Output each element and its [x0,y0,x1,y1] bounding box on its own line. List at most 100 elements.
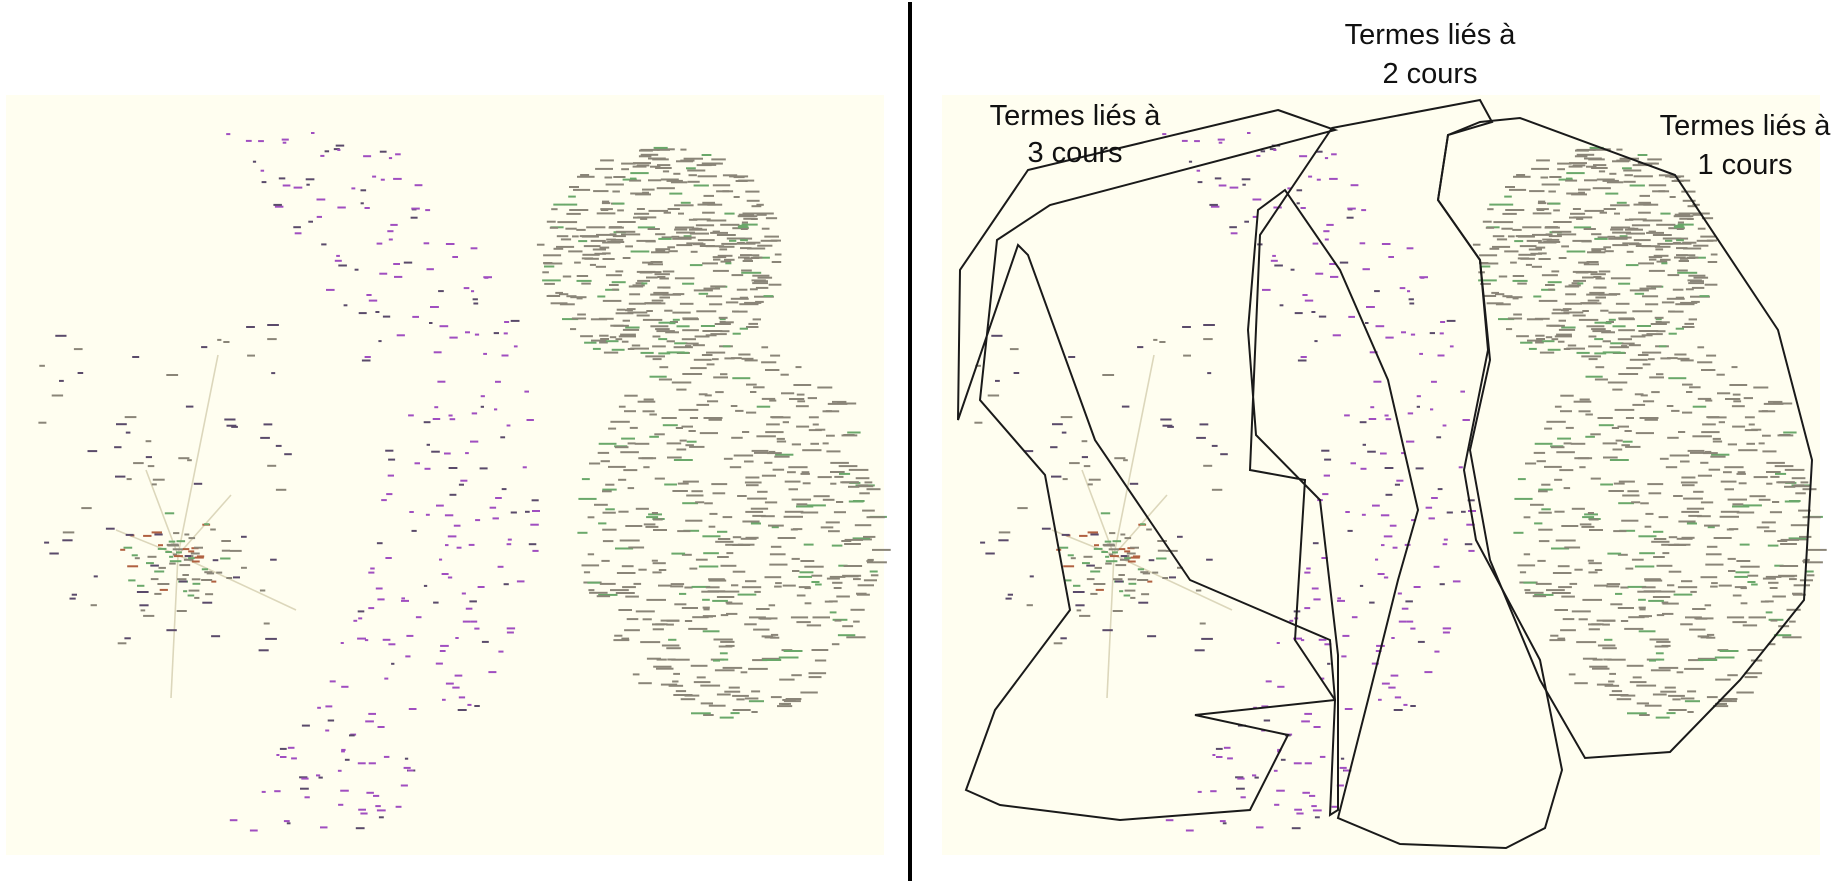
dense-node [618,609,632,611]
dense-node [1577,282,1584,285]
dense-node [707,203,723,206]
dense-node [1678,212,1698,215]
dense-node [1680,301,1698,304]
dense-node [646,598,666,601]
dense-node [642,191,649,194]
hub-node [184,533,190,536]
dense-node [1571,610,1591,613]
dense-node [1655,716,1670,719]
scatter-node [38,421,47,424]
dense-node [1510,261,1517,264]
mid-node [1396,479,1404,482]
mid-node [423,242,430,245]
dense-node [1675,296,1684,299]
mid-node [1452,580,1461,583]
dense-node [602,258,615,260]
dense-node [1548,235,1562,238]
dense-node [1594,338,1604,341]
mid-node [441,573,449,575]
dense-node [730,712,740,715]
mid-node [273,203,282,206]
scatter-node [51,394,64,397]
scatter-node [39,364,45,367]
mid-node [320,154,325,157]
dense-node [688,218,698,221]
dense-node [1658,666,1679,669]
dense-node [1677,357,1690,360]
dense-node [1660,321,1670,324]
dense-node [699,432,718,435]
mid-node [1410,705,1416,707]
dense-node [1629,358,1648,361]
mid-node [1361,513,1366,516]
mid-node [1442,631,1450,634]
mid-node [1375,558,1379,561]
dense-node [678,212,684,215]
mid-node [445,544,449,547]
mid-node [1216,756,1223,758]
dense-node [1642,295,1659,298]
mid-node [301,724,310,727]
mid-node [1300,639,1305,642]
dense-node [550,302,568,305]
mid-node [457,709,467,711]
dense-node [544,282,555,285]
hub-node [1127,578,1137,581]
dense-node [1584,209,1605,212]
dense-node [1569,582,1578,585]
dense-node [1660,690,1677,693]
scatter-node [115,475,126,478]
dense-node [1570,212,1586,215]
mid-node [474,333,480,336]
dense-node [602,490,612,493]
mid-node [1323,230,1330,233]
dense-node [744,623,757,626]
mid-node [1394,696,1402,699]
dense-node [672,680,679,683]
dense-node [1632,164,1648,167]
scatter-node [1051,475,1062,478]
dense-node [1767,544,1779,547]
dense-node [1784,485,1796,488]
scatter-node [105,527,115,530]
dense-node [863,579,877,582]
scatter-node [247,354,255,357]
scatter-node [1061,533,1070,536]
dense-node [1657,242,1673,245]
mid-node [1407,290,1411,293]
dense-node [1566,172,1585,175]
mid-node [458,483,464,486]
dense-node [701,154,712,156]
dense-node [842,481,859,484]
dense-node [1753,476,1768,479]
scatter-node [1199,622,1206,625]
scatter-node [1112,610,1123,612]
dense-node [556,235,569,238]
dense-node [573,188,591,191]
dense-node [624,394,638,397]
dense-node [1708,468,1721,471]
dense-node [1501,227,1513,230]
scatter-node [136,591,149,593]
mid-node [1301,720,1310,723]
scatter-node [991,334,1003,337]
dense-node [613,639,630,642]
dense-node [570,328,577,331]
dense-node [1504,250,1519,253]
dense-node [651,512,658,514]
dense-node [652,628,664,631]
dense-node [1561,525,1579,527]
dense-node [1596,178,1615,181]
dense-node [1588,571,1598,574]
dense-node [750,507,769,510]
dense-node [1687,205,1698,208]
scatter-node [998,531,1011,534]
mid-node [336,254,340,257]
dense-node [551,208,558,211]
hub-node [196,555,205,558]
dense-node [834,475,844,478]
dense-node [806,504,826,507]
scatter-node [1153,338,1158,341]
dense-node [1584,157,1602,160]
mid-node [1359,242,1366,245]
